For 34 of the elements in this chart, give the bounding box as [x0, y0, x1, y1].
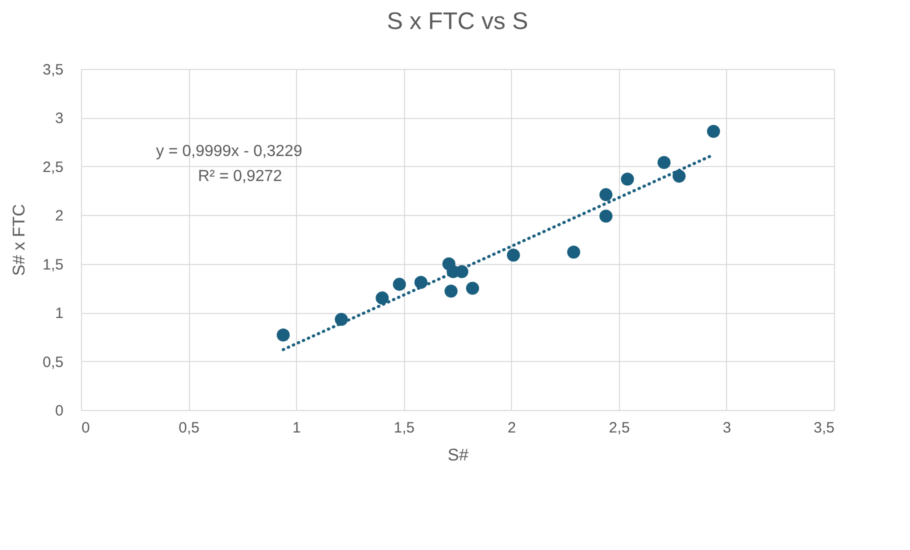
x-tick-label: 3,5 — [814, 420, 834, 436]
y-tick-label: 3 — [55, 110, 64, 128]
point — [707, 124, 720, 138]
point — [672, 170, 686, 183]
x-tick-label: 0 — [82, 420, 90, 436]
y-tick-label: 2,5 — [42, 158, 64, 176]
point — [376, 291, 389, 304]
point — [658, 156, 671, 170]
y-tick-label: 3,5 — [42, 62, 64, 78]
y-tick-label: 1,5 — [42, 256, 64, 274]
x-tick-label: 3 — [722, 420, 732, 436]
point — [599, 210, 612, 223]
point — [276, 328, 290, 342]
y-tick-label: 0 — [55, 402, 64, 420]
x-axis-title: S# — [448, 446, 469, 464]
annotation: y = 0,9999x - 0,3229 — [156, 143, 302, 160]
point — [466, 282, 480, 295]
y-tick-label: 0,5 — [42, 354, 64, 371]
x-tick-label: 1,5 — [394, 420, 415, 436]
point — [567, 246, 580, 259]
point — [599, 188, 612, 202]
y-axis-title: S# x FTC — [10, 204, 29, 276]
y-tick-label: 1 — [55, 305, 64, 322]
x-tick-label: 1 — [292, 420, 301, 436]
point — [444, 284, 458, 298]
chart-title: S x FTC vs S — [386, 8, 528, 35]
x-tick-label: 2 — [508, 420, 516, 436]
x-tick-label: 0,5 — [178, 420, 200, 436]
annotation: R² = 0,9272 — [198, 168, 282, 185]
point — [506, 248, 520, 262]
point — [392, 278, 406, 291]
point — [620, 172, 634, 186]
y-tick-label: 2 — [55, 208, 64, 225]
x-tick-label: 2,5 — [608, 420, 630, 436]
